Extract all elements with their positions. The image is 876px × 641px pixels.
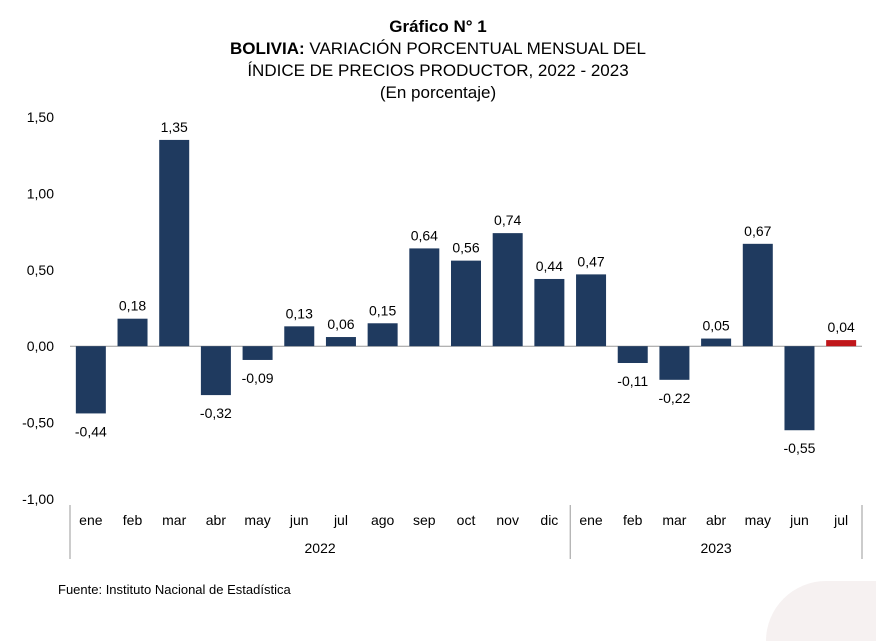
data-label: 0,74: [494, 212, 521, 228]
x-tick-label: oct: [457, 512, 476, 528]
data-label: -0,44: [75, 423, 107, 439]
year-label: 2022: [305, 540, 336, 556]
chart-title: Gráfico N° 1: [389, 17, 487, 36]
y-tick-label: 0,50: [27, 262, 54, 278]
x-tick-label: ago: [371, 512, 395, 528]
x-tick-label: nov: [496, 512, 519, 528]
x-tick-label: sep: [413, 512, 436, 528]
subtitle-text: VARIACIÓN PORCENTUAL MENSUAL DEL: [304, 39, 646, 58]
data-label: -0,32: [200, 405, 232, 421]
x-tick-label: mar: [662, 512, 686, 528]
x-tick-label: jul: [333, 512, 348, 528]
x-tick-label: abr: [706, 512, 727, 528]
data-label: 0,56: [452, 240, 479, 256]
data-label: 0,13: [286, 305, 313, 321]
data-label: 0,04: [828, 319, 855, 335]
source-note: Fuente: Instituto Nacional de Estadístic…: [58, 582, 291, 597]
bar: [159, 139, 190, 347]
x-tick-label: jul: [833, 512, 848, 528]
bar: [659, 346, 690, 380]
bar: [701, 338, 732, 347]
data-label: 0,15: [369, 302, 396, 318]
data-label: 0,05: [702, 318, 729, 334]
x-tick-label: mar: [162, 512, 186, 528]
year-label: 2023: [701, 540, 732, 556]
bar: [367, 323, 398, 347]
data-label: 0,06: [327, 316, 354, 332]
data-label: -0,22: [658, 390, 690, 406]
bar: [117, 318, 148, 347]
bar: [784, 346, 815, 431]
data-label: 0,47: [577, 253, 604, 269]
bar-chart: 1,50 1,00 0,50 0,00 -0,50 -1,00 -0,44 ene 0,18 fe…: [22, 109, 863, 559]
bar: [617, 346, 648, 364]
bar: [200, 346, 231, 396]
data-label: 0,64: [411, 227, 438, 243]
data-label: -0,55: [784, 440, 816, 456]
chart-subtitle: BOLIVIA: VARIACIÓN PORCENTUAL MENSUAL DE…: [0, 38, 876, 60]
y-tick-label: 1,50: [27, 109, 54, 125]
x-tick-label: jun: [789, 512, 809, 528]
data-label: -0,09: [242, 370, 274, 386]
subtitle-country: BOLIVIA:: [230, 39, 305, 58]
bar: [451, 260, 481, 347]
data-label: 1,35: [161, 119, 188, 135]
bar: [75, 346, 106, 414]
chart-subtitle-line2: ÍNDICE DE PRECIOS PRODUCTOR, 2022 - 2023: [247, 61, 629, 80]
bar: [742, 243, 773, 347]
bar: [492, 233, 523, 347]
data-label: 0,18: [119, 298, 146, 314]
chart-titles: Gráfico N° 1 BOLIVIA: VARIACIÓN PORCENTU…: [0, 16, 876, 104]
bar: [242, 346, 273, 360]
x-tick-label: jun: [289, 512, 309, 528]
x-tick-label: ene: [579, 512, 603, 528]
x-tick-label: abr: [206, 512, 227, 528]
x-tick-label: feb: [123, 512, 143, 528]
y-tick-label: 1,00: [27, 185, 54, 201]
x-tick-label: ene: [79, 512, 103, 528]
x-tick-label: may: [244, 512, 270, 528]
x-tick-label: dic: [540, 512, 558, 528]
bar: [576, 274, 607, 347]
data-label: -0,11: [617, 373, 648, 389]
y-tick-label: -0,50: [22, 415, 54, 431]
chart-unit: (En porcentaje): [379, 83, 497, 102]
bar: [409, 248, 440, 347]
data-label: 0,67: [744, 223, 771, 239]
bar: [534, 278, 565, 347]
data-label: 0,44: [536, 258, 563, 274]
x-tick-label: feb: [623, 512, 643, 528]
y-tick-label: 0,00: [27, 338, 54, 354]
bar: [284, 326, 315, 347]
y-tick-label: -1,00: [22, 491, 54, 507]
bar: [325, 337, 356, 347]
x-tick-label: may: [745, 512, 771, 528]
bar: [826, 340, 857, 347]
